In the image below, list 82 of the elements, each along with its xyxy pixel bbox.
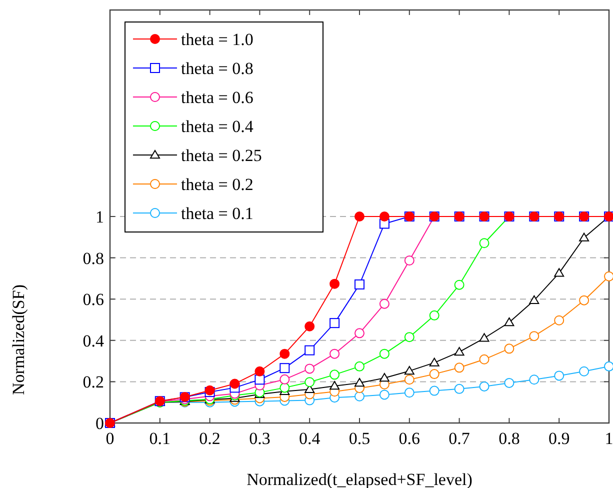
point xyxy=(429,386,440,396)
y-tick-label: 0.2 xyxy=(82,372,104,392)
point xyxy=(579,232,590,242)
point xyxy=(454,280,464,290)
point xyxy=(454,346,464,356)
point xyxy=(304,364,315,374)
legend-label: theta = 0.2 xyxy=(181,174,254,194)
point xyxy=(379,298,390,309)
point xyxy=(479,381,490,392)
point xyxy=(354,378,364,387)
point xyxy=(379,348,390,359)
point xyxy=(429,358,440,366)
point xyxy=(554,370,564,381)
x-tick-label: 0.4 xyxy=(298,429,321,448)
y-tick-label: 0.6 xyxy=(82,290,104,310)
point xyxy=(529,374,540,385)
point xyxy=(330,348,340,359)
point xyxy=(354,328,364,338)
point xyxy=(404,374,414,385)
point xyxy=(354,361,364,372)
point xyxy=(354,391,364,402)
point xyxy=(504,317,514,326)
point xyxy=(304,345,315,356)
point xyxy=(254,366,265,376)
x-tick-label: 0.5 xyxy=(348,429,370,448)
point xyxy=(404,255,414,266)
y-tick-label: 0.8 xyxy=(82,248,104,268)
legend-label: theta = 0.6 xyxy=(181,88,254,107)
point xyxy=(230,378,240,389)
point xyxy=(529,295,540,304)
point xyxy=(379,390,390,400)
point xyxy=(330,278,340,289)
point xyxy=(604,361,613,372)
point xyxy=(604,271,613,282)
point xyxy=(529,331,540,342)
point xyxy=(379,372,390,382)
point xyxy=(479,354,490,364)
point xyxy=(330,318,340,328)
point xyxy=(354,212,364,222)
point xyxy=(579,366,590,376)
legend-label: theta = 0.25 xyxy=(181,146,262,165)
legend-label: theta = 1.0 xyxy=(181,30,254,49)
x-tick-label: 0.3 xyxy=(249,429,270,448)
x-tick-label: 0.9 xyxy=(548,429,570,448)
point xyxy=(479,333,490,342)
point xyxy=(404,366,414,375)
point xyxy=(504,344,514,354)
point xyxy=(404,388,414,398)
point xyxy=(304,377,315,388)
x-tick-label: 0.2 xyxy=(199,429,220,448)
legend-label: theta = 0.8 xyxy=(181,58,254,78)
y-axis-title: Normalized(SF) xyxy=(9,284,28,395)
point xyxy=(280,363,290,374)
point xyxy=(354,279,364,290)
point xyxy=(554,315,564,326)
point xyxy=(280,348,290,359)
point xyxy=(554,268,564,277)
x-tick-label: 1 xyxy=(604,429,613,448)
point xyxy=(404,332,414,342)
point xyxy=(280,382,290,393)
x-tick-label: 0.1 xyxy=(149,429,171,448)
point xyxy=(429,369,440,380)
y-tick-label: 0.4 xyxy=(82,331,104,350)
point xyxy=(330,370,340,380)
point xyxy=(254,374,265,385)
legend-label: theta = 0.1 xyxy=(181,204,254,223)
point xyxy=(579,295,590,306)
y-tick-label: 1 xyxy=(96,207,104,226)
point xyxy=(454,384,464,394)
y-tick-label: 0 xyxy=(96,414,104,433)
x-tick-label: 0.8 xyxy=(498,429,520,448)
legend-label: theta = 0.4 xyxy=(181,116,254,136)
point xyxy=(454,362,464,373)
x-tick-label: 0.7 xyxy=(448,429,470,448)
point xyxy=(504,378,514,388)
point xyxy=(379,212,390,222)
point xyxy=(304,321,315,332)
point xyxy=(479,238,490,248)
point xyxy=(429,310,440,320)
point xyxy=(280,374,290,384)
point xyxy=(330,381,340,390)
x-tick-label: 0.6 xyxy=(398,429,420,448)
